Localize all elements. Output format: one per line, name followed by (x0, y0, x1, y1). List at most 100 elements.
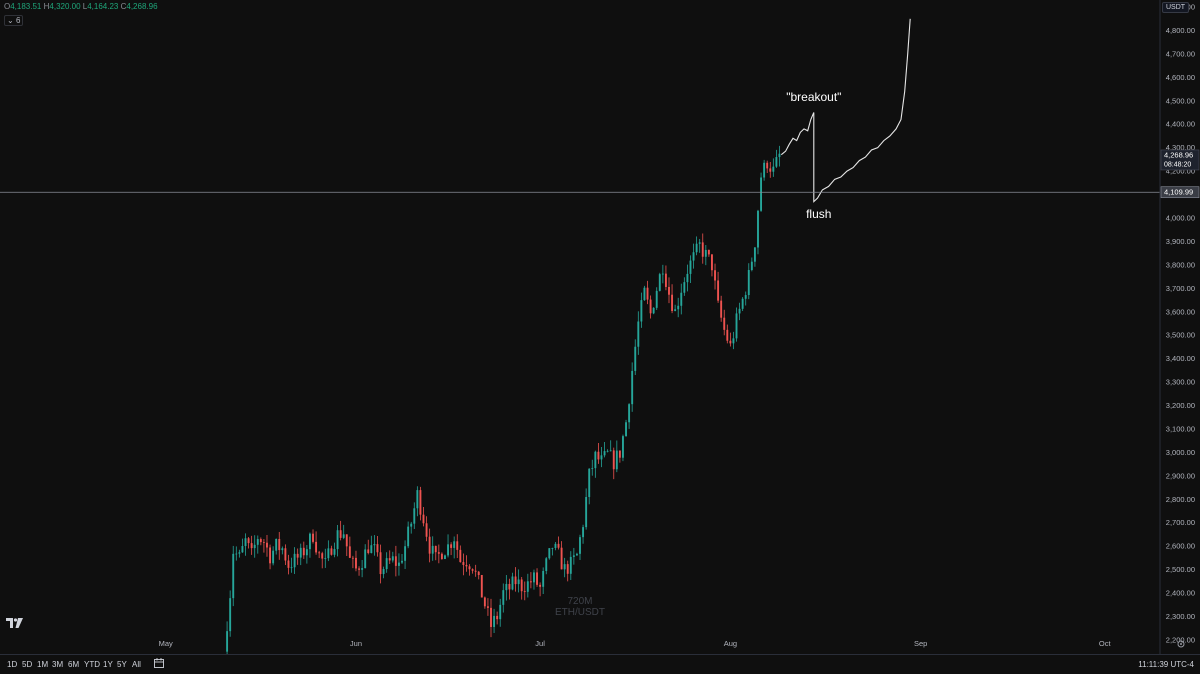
candle (483, 597, 486, 607)
timeframe-ytd[interactable]: YTD (84, 660, 100, 669)
candle (704, 249, 707, 257)
candle (493, 615, 496, 627)
open-value: 4,183.51 (10, 2, 42, 11)
candle (293, 553, 296, 568)
candle (253, 544, 256, 549)
candle (278, 538, 281, 551)
price-tick-label: 4,000.00 (1166, 214, 1195, 223)
price-tick-label: 4,300.00 (1166, 143, 1195, 152)
timeframe-5d[interactable]: 5D (22, 660, 33, 669)
candle (511, 576, 514, 590)
candle (499, 604, 502, 620)
candle (244, 538, 247, 547)
candle (358, 568, 360, 570)
candle (250, 543, 253, 549)
candle (582, 527, 585, 538)
candle (456, 541, 459, 550)
last-price-label: 4,268.96 (1164, 150, 1193, 159)
timeframe-1m[interactable]: 1M (37, 660, 49, 669)
low-label: L (82, 2, 88, 11)
candle (631, 370, 634, 405)
indicators-toggle[interactable]: ⌄ 6 (4, 15, 24, 26)
candle (689, 260, 692, 274)
currency-button[interactable]: USDT (1162, 2, 1190, 13)
candle (447, 544, 449, 556)
candle (760, 177, 763, 211)
price-tick-label: 4,800.00 (1166, 26, 1195, 35)
candle (585, 497, 588, 528)
price-axis[interactable]: 2,200.00 2,300.00 2,400.00 2,500.00 2,600.00… (1166, 3, 1195, 645)
candle (622, 436, 624, 458)
candle (649, 299, 652, 314)
candle (272, 550, 275, 564)
annotations: "breakout" flush (786, 90, 841, 221)
candle (643, 287, 646, 301)
candle (750, 261, 753, 271)
candlestick-series (226, 145, 781, 655)
candle (397, 562, 400, 566)
price-tick-label: 2,300.00 (1166, 612, 1195, 621)
candle (554, 543, 557, 548)
time-tick-label: Oct (1099, 639, 1112, 648)
candle (514, 576, 517, 585)
candle (333, 549, 336, 555)
candle (686, 273, 689, 283)
candle (440, 553, 443, 559)
clock-timezone[interactable]: 11:11:39 UTC-4 (1138, 660, 1194, 669)
gear-icon[interactable] (1177, 640, 1185, 648)
annotation-label: flush (806, 207, 831, 221)
price-tick-label: 2,900.00 (1166, 471, 1195, 480)
timeframe-5y[interactable]: 5Y (117, 660, 127, 669)
timeframe-1d[interactable]: 1D (7, 660, 18, 669)
candle (741, 298, 744, 309)
projection-path (780, 18, 911, 203)
price-tick-label: 3,600.00 (1166, 307, 1195, 316)
candle (348, 546, 351, 558)
candle (262, 542, 265, 543)
calendar-icon[interactable] (154, 658, 164, 668)
candle (551, 547, 554, 549)
candle (698, 242, 701, 244)
candle (318, 552, 321, 554)
time-tick-label: Aug (724, 639, 737, 648)
candle (606, 450, 609, 452)
time-axis[interactable]: May Jun Jul Aug Sep Oct (159, 639, 1112, 648)
candle (308, 533, 311, 550)
candle (355, 557, 357, 569)
candle (652, 307, 655, 314)
price-tick-label: 2,800.00 (1166, 495, 1195, 504)
candle (305, 549, 308, 556)
candle (753, 247, 756, 262)
candle (425, 523, 428, 537)
candle (588, 468, 591, 498)
timeframe-1y[interactable]: 1Y (103, 660, 113, 669)
timeframe-3m[interactable]: 3M (52, 660, 64, 669)
candle (729, 340, 732, 344)
candle (612, 450, 615, 470)
candle (336, 530, 339, 550)
price-tick-label: 2,400.00 (1166, 589, 1195, 598)
timeframe-6m[interactable]: 6M (68, 660, 80, 669)
candle (486, 606, 489, 608)
candle (324, 558, 327, 559)
candle (763, 162, 766, 178)
candle (259, 539, 262, 543)
time-tick-label: Sep (914, 639, 927, 648)
candle (312, 533, 314, 542)
high-value: 4,320.00 (49, 2, 81, 11)
candle (683, 282, 686, 293)
bar-countdown-label: 08:48:20 (1164, 161, 1191, 168)
candle (634, 346, 637, 371)
candle (772, 166, 775, 172)
price-tick-label: 2,200.00 (1166, 635, 1195, 644)
candle (462, 562, 465, 565)
candle (735, 313, 738, 339)
candle (732, 338, 735, 344)
candle (744, 295, 747, 299)
timeframe-all[interactable]: All (132, 660, 141, 669)
candle (477, 571, 480, 575)
candle (321, 553, 324, 559)
candle (419, 490, 422, 515)
